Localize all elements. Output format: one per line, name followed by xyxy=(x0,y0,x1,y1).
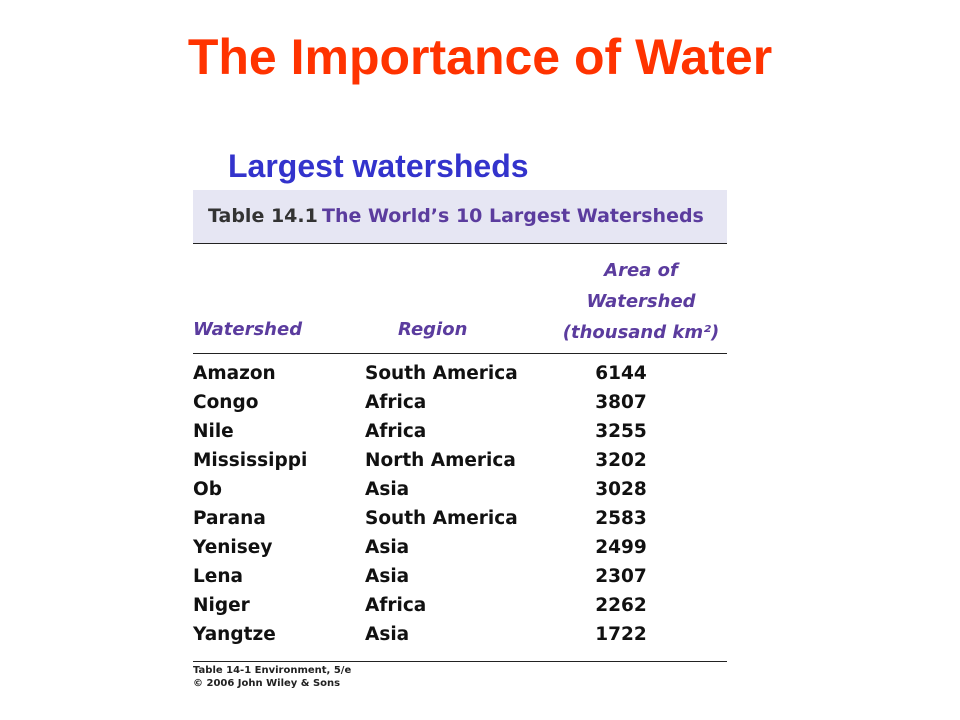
table-cell: North America xyxy=(365,450,516,471)
table-cell: Asia xyxy=(365,537,410,558)
table-cell: Africa xyxy=(365,595,427,616)
table-label: Table 14.1 xyxy=(208,205,318,227)
table-cell: Lena xyxy=(193,566,243,587)
column-header: Region xyxy=(398,319,468,340)
table-cell: Africa xyxy=(365,392,427,413)
table-caption: The World’s 10 Largest Watersheds xyxy=(322,205,704,227)
table-cell: Ob xyxy=(193,479,222,500)
table-cell: Mississippi xyxy=(193,450,308,471)
table-cell: 6144 xyxy=(595,363,647,384)
subtitle: Largest watersheds xyxy=(228,148,529,184)
table-cell: Niger xyxy=(193,595,250,616)
table-cell: South America xyxy=(365,363,518,384)
table-cell: 2583 xyxy=(595,508,647,529)
table-cell: 3028 xyxy=(595,479,647,500)
source-note: Table 14-1 Environment, 5/e xyxy=(193,665,352,676)
table-cell: 3255 xyxy=(595,421,647,442)
table-cell: 1722 xyxy=(595,624,647,645)
table-cell: 3807 xyxy=(595,392,647,413)
table-cell: South America xyxy=(365,508,518,529)
table-cell: 2262 xyxy=(595,595,647,616)
table-cell: Congo xyxy=(193,392,259,413)
caption-bar xyxy=(193,190,727,244)
table-cell: 3202 xyxy=(595,450,647,471)
column-header: Watershed xyxy=(193,319,303,340)
rule xyxy=(193,353,727,354)
table-cell: Nile xyxy=(193,421,234,442)
table-cell: Parana xyxy=(193,508,266,529)
source-note: © 2006 John Wiley & Sons xyxy=(193,678,341,689)
table-cell: Asia xyxy=(365,624,410,645)
table-cell: Amazon xyxy=(193,363,276,384)
table-cell: Asia xyxy=(365,566,410,587)
table-cell: Yenisey xyxy=(193,537,273,558)
column-header: Area of Watershed (thousand km²) xyxy=(562,260,720,343)
table-cell: 2307 xyxy=(595,566,647,587)
slide-title: The Importance of Water xyxy=(187,29,773,85)
table-cell: Yangtze xyxy=(193,624,276,645)
table-cell: Africa xyxy=(365,421,427,442)
table-cell: 2499 xyxy=(595,537,647,558)
rule xyxy=(193,661,727,662)
table-cell: Asia xyxy=(365,479,410,500)
